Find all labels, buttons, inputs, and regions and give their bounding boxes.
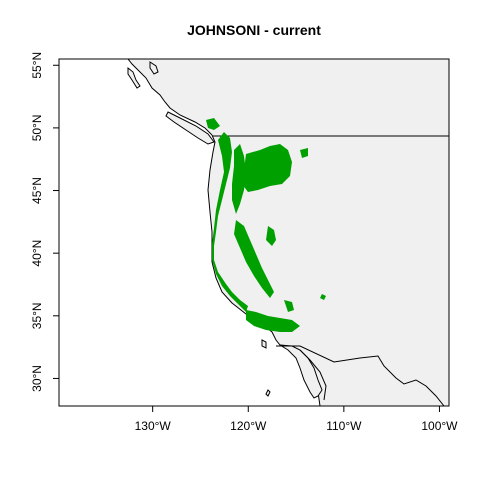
gulf-of-california-coast: [299, 349, 327, 401]
distribution-layer: [206, 118, 326, 332]
land-mass: [127, 59, 449, 406]
distribution-coastal-range: [212, 132, 248, 312]
x-tick-label: 100°W: [421, 419, 458, 433]
y-tick-label: 55°N: [30, 52, 44, 79]
distribution-southern-california: [246, 310, 300, 332]
distribution-great-basin-patch: [266, 226, 276, 246]
distribution-idaho-patch: [300, 148, 308, 158]
distribution-cascades: [232, 144, 246, 214]
map-title: JOHNSONI - current: [187, 22, 321, 38]
x-axis: 130°W 120°W 110°W 100°W: [135, 406, 458, 433]
us-mexico-border: [276, 345, 445, 406]
distribution-interior-plateau: [242, 144, 292, 192]
plot-frame: [58, 58, 450, 407]
x-tick-label: 110°W: [326, 419, 362, 433]
y-axis: 30°N 35°N 40°N 45°N 50°N 55°N: [30, 52, 59, 392]
distribution-mojave-patch: [320, 294, 326, 300]
distribution-nevada-patch: [284, 300, 294, 312]
island-small-4: [265, 389, 271, 397]
y-tick-label: 30°N: [30, 365, 44, 392]
y-tick-label: 45°N: [30, 177, 44, 204]
vancouver-island: [165, 111, 215, 145]
x-tick-label: 130°W: [135, 419, 172, 433]
y-tick-label: 35°N: [30, 302, 44, 329]
island-small-1: [127, 66, 141, 89]
distribution-bc-patch: [206, 118, 220, 130]
y-tick-label: 40°N: [30, 240, 44, 267]
y-tick-label: 50°N: [30, 114, 44, 141]
x-tick-label: 120°W: [230, 419, 267, 433]
distribution-sierra-nevada: [234, 220, 274, 298]
island-small-2: [149, 61, 159, 75]
island-small-3: [261, 339, 267, 349]
